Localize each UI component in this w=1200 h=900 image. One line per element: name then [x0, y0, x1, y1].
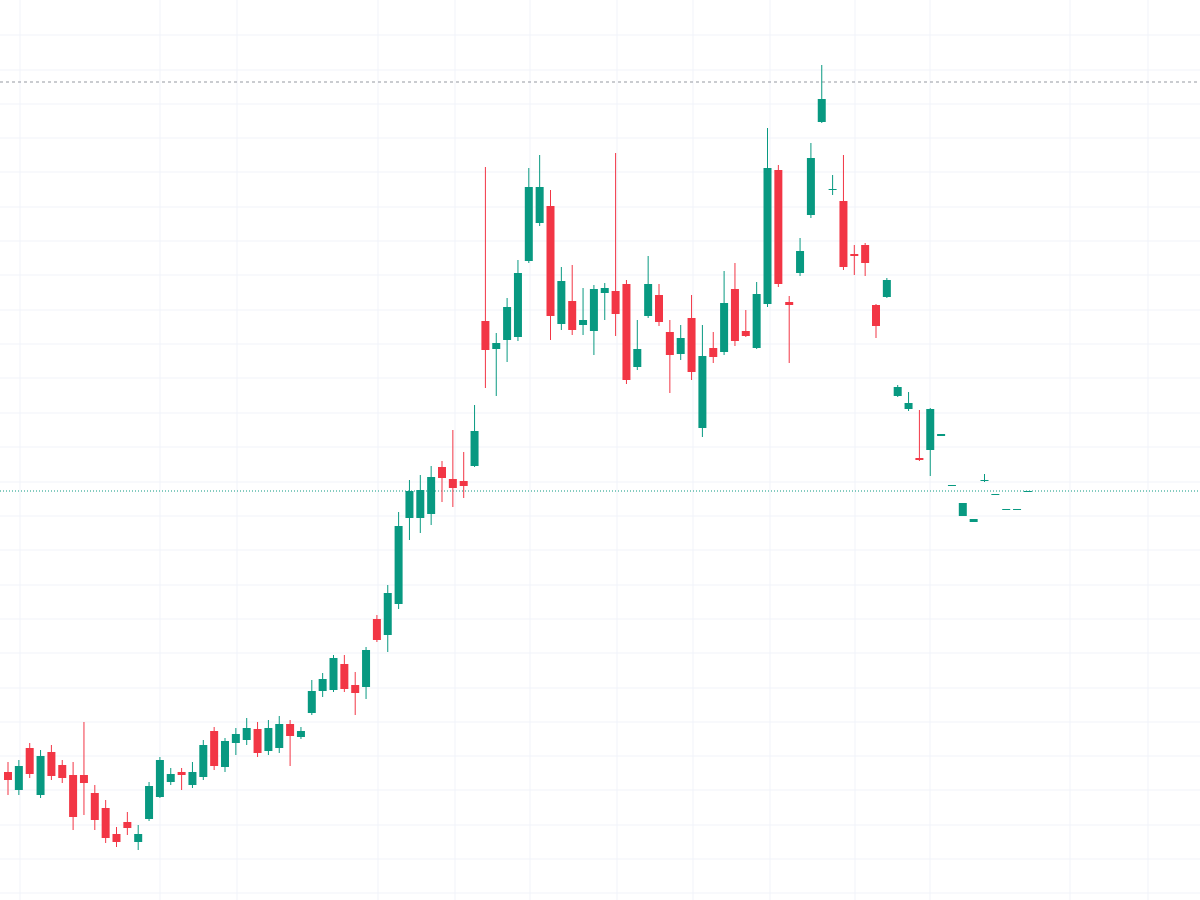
candle-body [405, 491, 414, 518]
candle-body [655, 295, 663, 322]
candle-body [47, 752, 56, 776]
candle-body [709, 348, 718, 357]
candle-body [318, 679, 327, 691]
candle-body [839, 201, 848, 267]
candle-body [687, 318, 696, 372]
candle-body [459, 481, 468, 486]
candle-body [329, 658, 338, 690]
candle-body [557, 281, 566, 324]
candle-body [199, 745, 208, 777]
candle-body [470, 431, 479, 466]
candle-body [503, 307, 512, 340]
candle-body [14, 766, 23, 790]
candle-body [644, 284, 653, 316]
candle-body [372, 619, 381, 640]
candle-body [145, 786, 154, 819]
candle-body [362, 650, 371, 687]
candle-body [58, 765, 67, 778]
candle-body [438, 467, 446, 478]
candle-body [774, 170, 783, 284]
candle-body [589, 289, 598, 331]
candle-body [134, 834, 143, 842]
candle-body [296, 731, 305, 737]
candle-body [69, 775, 78, 817]
candle-body [394, 526, 403, 604]
candle-body [991, 494, 1000, 495]
candle-body [36, 756, 45, 795]
candle-body [600, 288, 609, 293]
candle-body [4, 772, 12, 780]
candle-body [969, 519, 978, 522]
candle-body [730, 289, 739, 341]
candle-body [492, 343, 501, 349]
candle-body [524, 187, 533, 261]
candle-body [513, 273, 522, 337]
candle-body [785, 302, 794, 305]
candle-body [535, 187, 544, 223]
candle-body [579, 320, 588, 325]
candle-body [676, 338, 685, 354]
candle-body [763, 168, 772, 304]
candle-body [806, 158, 815, 215]
candle-body [264, 728, 273, 751]
candle-body [351, 685, 360, 693]
candle-body [231, 734, 240, 743]
candle-body [448, 479, 457, 488]
candle-body [307, 691, 316, 713]
candle-body [796, 251, 805, 273]
candle-body [861, 245, 870, 263]
candle-body [937, 434, 946, 436]
candle-body [817, 99, 826, 122]
candle-body [828, 189, 837, 190]
candle-body [242, 728, 251, 740]
candle-body [79, 775, 88, 783]
candle-body [416, 490, 425, 518]
candle-body [155, 760, 164, 797]
candle-body [904, 403, 913, 409]
candle-body [980, 480, 989, 481]
candle-body [101, 808, 110, 838]
candle-body [481, 321, 490, 350]
candle-body [622, 284, 631, 380]
candle-body [123, 822, 132, 828]
candle-body [546, 206, 555, 316]
candle-body [882, 280, 891, 297]
candle-body [720, 303, 729, 352]
candle-body [1023, 491, 1032, 492]
candle-body [1002, 509, 1011, 510]
candle-body [427, 477, 436, 514]
candle-body [25, 748, 34, 774]
candle-body [112, 834, 121, 842]
candle-body [1013, 509, 1022, 510]
candle-body [188, 772, 197, 785]
candle-body [698, 356, 707, 428]
candle-body [210, 731, 219, 766]
candle-body [741, 331, 750, 336]
candle-body [340, 664, 349, 689]
candle-body [166, 774, 175, 782]
candle-body [915, 458, 924, 460]
candle-body [90, 793, 99, 820]
candle-body [850, 254, 859, 256]
candle-body [893, 387, 902, 396]
candle-body [177, 772, 186, 775]
candle-body [752, 294, 761, 348]
candle-body [286, 724, 295, 736]
candle-body [947, 485, 956, 486]
candle-body [611, 291, 620, 314]
candle-body [958, 503, 967, 516]
candle-body [275, 724, 284, 748]
candle-body [383, 593, 392, 635]
candle-body [665, 332, 674, 355]
candle-body [568, 301, 577, 330]
candle-body [926, 409, 935, 450]
candle-body [253, 729, 262, 753]
candle-body [633, 349, 642, 367]
candle-body [872, 305, 880, 326]
candle-body [221, 741, 229, 767]
